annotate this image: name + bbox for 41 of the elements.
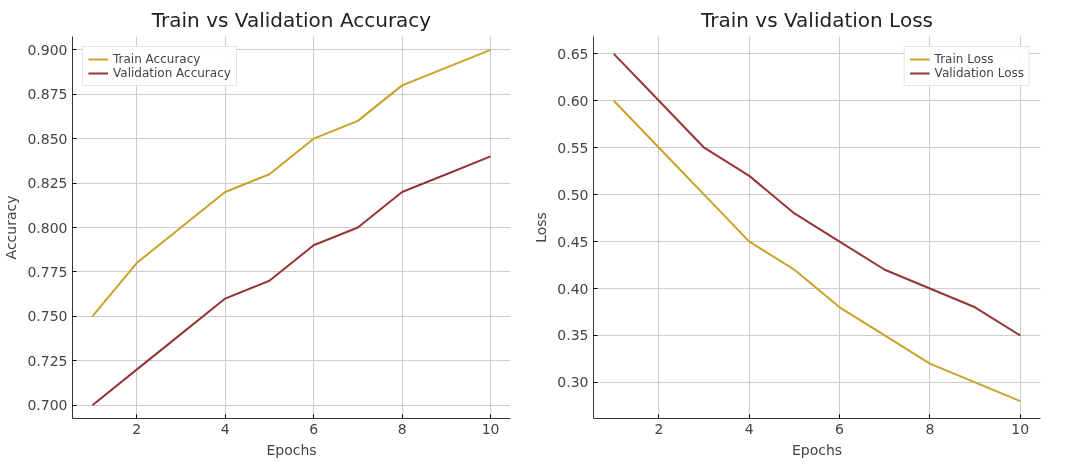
y-tick-label: 0.825: [27, 175, 68, 192]
y-tick-label: 0.875: [27, 86, 68, 103]
y-tick-label: 0.45: [557, 233, 589, 250]
y-tick-label: 0.775: [27, 263, 68, 280]
legend-label: Validation Accuracy: [113, 66, 231, 80]
y-tick-label: 0.30: [557, 374, 589, 391]
y-tick-label: 0.55: [557, 139, 589, 156]
line-series: [91, 155, 492, 407]
y-tick-label: 0.35: [557, 327, 589, 344]
line-series: [91, 48, 492, 318]
legend-label: Train Accuracy: [113, 52, 201, 66]
x-tick-label: 10: [1011, 420, 1030, 437]
chart-title: Train vs Validation Accuracy: [150, 7, 432, 32]
x-tick-label: 6: [835, 420, 845, 437]
y-tick-label: 0.60: [557, 92, 589, 109]
x-tick-label: 8: [925, 420, 935, 437]
y-tick-label: 0.850: [27, 130, 68, 147]
x-tick-label: 8: [397, 420, 407, 437]
y-axis-title: Loss: [533, 212, 550, 243]
chart-title: Train vs Validation Loss: [700, 7, 933, 32]
line-series: [612, 99, 1022, 403]
y-tick-label: 0.800: [27, 219, 68, 236]
x-tick-label: 4: [744, 420, 754, 437]
y-tick-label: 0.40: [557, 280, 589, 297]
y-axis-title: Accuracy: [3, 195, 20, 260]
line-series: [612, 52, 1022, 337]
y-tick-label: 0.65: [557, 45, 589, 62]
x-tick-label: 2: [654, 420, 664, 437]
x-tick-label: 4: [220, 420, 230, 437]
x-tick-label: 10: [481, 420, 500, 437]
x-axis-title: Epochs: [791, 441, 843, 458]
legend-label: Train Loss: [934, 52, 994, 66]
x-tick-label: 6: [309, 420, 319, 437]
x-tick-label: 2: [132, 420, 142, 437]
y-tick-label: 0.900: [27, 41, 68, 58]
y-tick-label: 0.750: [27, 308, 68, 325]
legend-label: Validation Loss: [934, 66, 1024, 80]
y-tick-label: 0.725: [27, 352, 68, 369]
y-tick-label: 0.50: [557, 186, 589, 203]
y-tick-label: 0.700: [27, 397, 68, 414]
x-axis-title: Epochs: [266, 441, 317, 458]
